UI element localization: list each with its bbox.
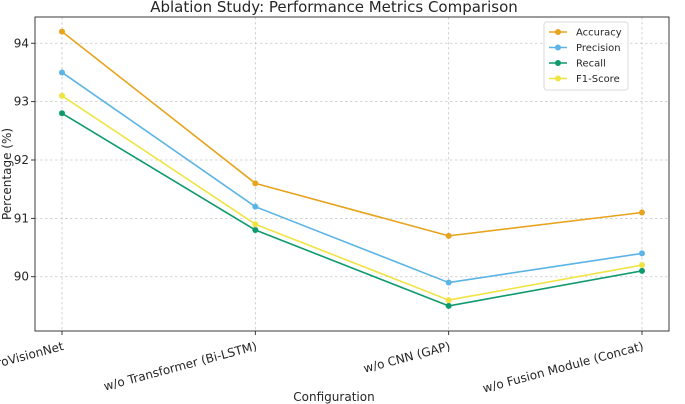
legend-swatch-marker xyxy=(555,29,561,35)
y-axis-title: Percentage (%) xyxy=(0,128,14,220)
data-point-recall xyxy=(59,110,65,117)
x-tick-label: w/o CNN (GAP) xyxy=(362,339,452,376)
legend-item-accuracy: Accuracy xyxy=(549,28,622,39)
data-point-precision xyxy=(252,203,259,210)
data-point-precision xyxy=(445,279,452,286)
x-tick-label: w/o Fusion Module (Concat) xyxy=(481,339,645,395)
data-point-recall xyxy=(252,227,259,234)
y-tick-label: 93 xyxy=(14,95,29,109)
legend-swatch-marker xyxy=(555,60,561,66)
data-point-f1-score xyxy=(445,297,452,304)
data-point-recall xyxy=(639,267,645,274)
legend: Accuracy Precision Recall F1-Score xyxy=(543,21,629,91)
series-line-accuracy xyxy=(61,30,643,237)
series-line-f1-score xyxy=(61,95,643,301)
series-precision xyxy=(59,69,645,286)
data-point-accuracy xyxy=(639,209,645,216)
series-f1-score xyxy=(59,92,645,304)
legend-item-precision: Precision xyxy=(549,43,621,54)
data-point-accuracy xyxy=(59,28,65,35)
series-layer xyxy=(59,28,645,309)
data-point-precision xyxy=(639,250,645,257)
data-point-accuracy xyxy=(445,232,452,239)
series-recall xyxy=(59,110,645,309)
x-tick-label: Full AgroVisionNet xyxy=(0,339,65,381)
data-point-f1-score xyxy=(252,221,259,228)
plot-frame xyxy=(34,16,670,332)
y-tick-label: 91 xyxy=(14,211,29,225)
series-line-recall xyxy=(61,112,643,307)
data-point-f1-score xyxy=(59,92,65,99)
y-tick-label: 90 xyxy=(14,270,29,284)
chart-title: Ablation Study: Performance Metrics Comp… xyxy=(150,0,518,16)
data-point-precision xyxy=(59,69,65,76)
data-point-accuracy xyxy=(252,180,259,187)
legend-item-recall: Recall xyxy=(549,59,606,70)
x-axis-title: Configuration xyxy=(293,390,374,404)
legend-label: Recall xyxy=(576,59,606,70)
legend-item-f1-score: F1-Score xyxy=(549,74,620,85)
legend-label: Precision xyxy=(576,43,621,54)
data-point-recall xyxy=(445,302,452,309)
grid xyxy=(35,17,669,331)
x-axis: Full AgroVisionNet w/o Transformer (Bi-LS… xyxy=(0,331,645,396)
legend-box xyxy=(543,21,629,91)
series-line-precision xyxy=(61,71,643,284)
legend-swatch-marker xyxy=(555,44,561,51)
legend-swatch-marker xyxy=(555,75,561,82)
y-tick-label: 94 xyxy=(14,36,29,50)
y-axis: 90 91 92 93 94 xyxy=(14,36,35,284)
series-accuracy xyxy=(59,28,645,239)
x-tick-label: w/o Transformer (Bi-LSTM) xyxy=(102,339,258,393)
y-tick-label: 92 xyxy=(14,153,29,167)
legend-label: F1-Score xyxy=(576,74,620,85)
data-point-f1-score xyxy=(639,262,645,269)
legend-label: Accuracy xyxy=(576,28,622,39)
